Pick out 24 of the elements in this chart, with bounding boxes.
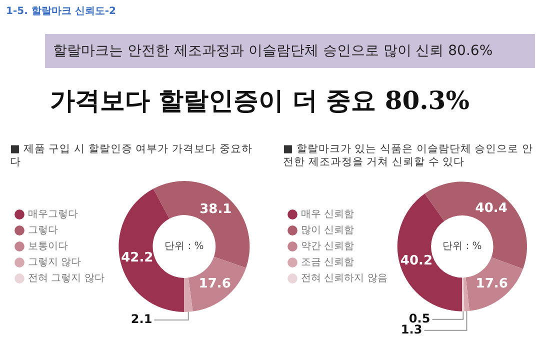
legend-label: 그렇지 않다 <box>28 257 82 268</box>
data-label: 40.2 <box>400 253 433 268</box>
legend-label: 매우그렇다 <box>28 209 78 220</box>
legend-label: 조금 신뢰함 <box>301 257 354 268</box>
legend-label: 그렇다 <box>28 225 58 236</box>
legend-label: 매우 신뢰함 <box>301 209 354 220</box>
chart-title: ■ 할랄마크가 있는 식품은 이슬람단체 승인으로 안전한 제조과정을 거쳐 신뢰할 수 있다 <box>283 143 533 169</box>
legend-label: 전혀 신뢰하지 않음 <box>301 273 388 284</box>
legend-label: 전혀 그렇지 않다 <box>28 273 104 284</box>
legend-label: 약간 신뢰함 <box>301 241 354 252</box>
text: 할랄마크는 안전한 제조과정과 이슬람단체 승인으로 많이 신뢰 80.6% <box>45 34 535 68</box>
chart-title: ■ 제품 구입 시 할랄인증 여부가 가격보다 중요하다 <box>10 143 254 169</box>
data-label: 2.1 <box>130 312 152 326</box>
data-label: 40.4 <box>475 200 508 216</box>
data-label: 38.1 <box>200 202 232 218</box>
legend-label: 보통이다 <box>28 241 68 252</box>
data-label: 42.2 <box>121 250 154 266</box>
data-label: 17.6 <box>476 276 508 292</box>
text: 가격보다 할랄인증이 더 중요 80.3% <box>50 85 470 117</box>
legend-label: 많이 신뢰함 <box>301 225 354 236</box>
text: 단위 : % <box>164 241 204 252</box>
data-label: 17.6 <box>198 276 231 292</box>
text: 1-5. 할랄마크 신뢰도-2 <box>6 5 116 18</box>
text: 단위 : % <box>442 241 482 252</box>
